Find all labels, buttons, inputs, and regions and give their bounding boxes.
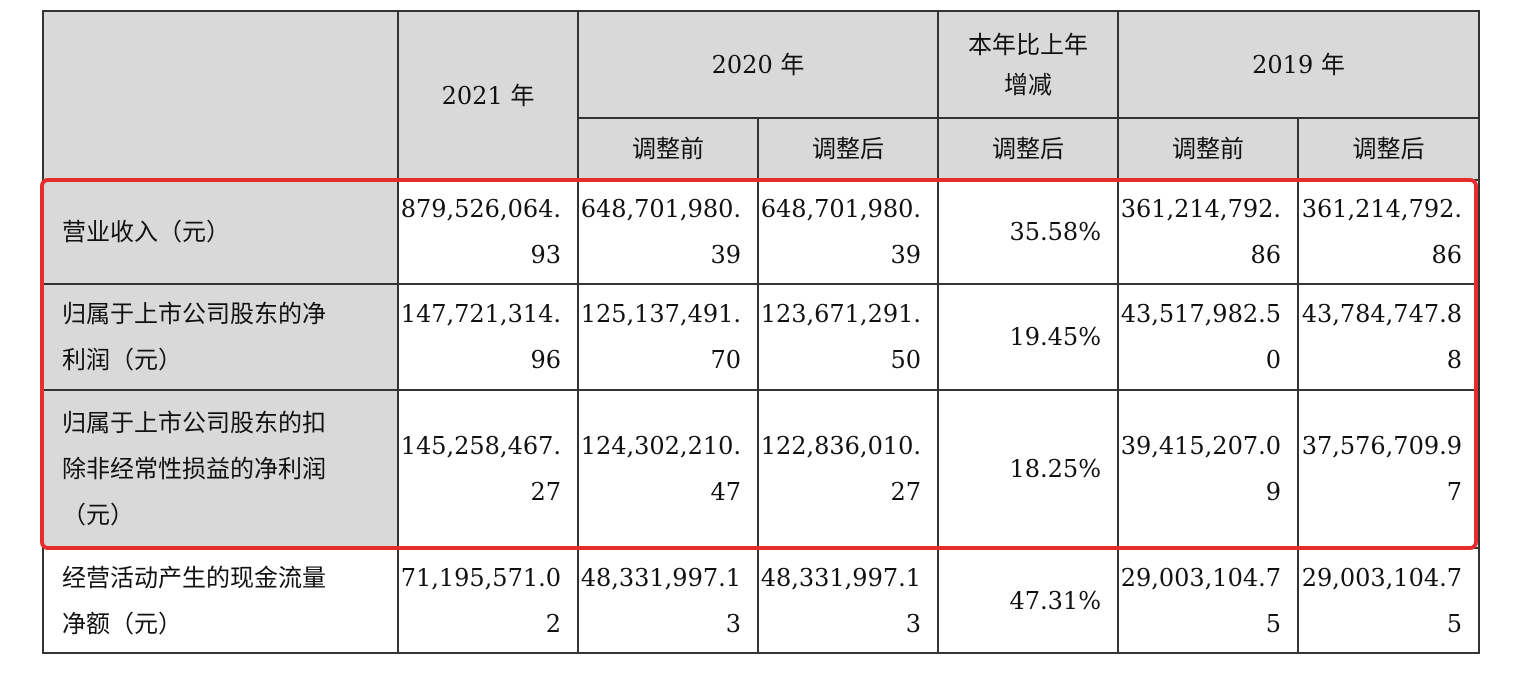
value-2019-after: 29,003,104.75 <box>1297 547 1480 654</box>
row-label: 经营活动产生的现金流量 净额（元） <box>42 547 399 654</box>
value-2019-after: 37,576,709.97 <box>1297 389 1480 549</box>
header-change-line2: 增减 <box>1004 70 1052 99</box>
header-2019-before: 调整前 <box>1117 117 1299 181</box>
row-label: 营业收入（元） <box>42 179 399 285</box>
header-2019: 2019 年 <box>1117 10 1480 119</box>
value-2019-before: 43,517,982.50 <box>1117 283 1299 391</box>
value-2019-before: 361,214,792.86 <box>1117 179 1299 285</box>
value-change: 18.25% <box>937 389 1119 549</box>
value-2019-before: 39,415,207.09 <box>1117 389 1299 549</box>
header-2020: 2020 年 <box>577 10 939 119</box>
header-2019-after: 调整后 <box>1297 117 1480 181</box>
table-row: 归属于上市公司股东的净 利润（元） 147,721,314.96 125,137… <box>42 283 1480 391</box>
row-label: 归属于上市公司股东的扣 除非经常性损益的净利润 （元） <box>42 389 399 549</box>
value-2021: 145,258,467.27 <box>397 389 579 549</box>
value-2020-after: 123,671,291.50 <box>757 283 939 391</box>
value-2020-before: 48,331,997.13 <box>577 547 759 654</box>
value-2019-after: 43,784,747.88 <box>1297 283 1480 391</box>
header-corner-cell <box>42 10 399 181</box>
header-change: 本年比上年 增减 <box>937 10 1119 119</box>
value-change: 47.31% <box>937 547 1119 654</box>
value-2019-before: 29,003,104.75 <box>1117 547 1299 654</box>
value-2020-after: 122,836,010.27 <box>757 389 939 549</box>
table-row: 归属于上市公司股东的扣 除非经常性损益的净利润 （元） 145,258,467.… <box>42 389 1480 549</box>
value-2021: 879,526,064.93 <box>397 179 579 285</box>
table-row: 经营活动产生的现金流量 净额（元） 71,195,571.02 48,331,9… <box>42 547 1480 654</box>
header-change-line1: 本年比上年 <box>968 30 1088 59</box>
value-change: 35.58% <box>937 179 1119 285</box>
value-2021: 147,721,314.96 <box>397 283 579 391</box>
value-2021: 71,195,571.02 <box>397 547 579 654</box>
value-2020-after: 48,331,997.13 <box>757 547 939 654</box>
value-2020-before: 124,302,210.47 <box>577 389 759 549</box>
value-2020-before: 125,137,491.70 <box>577 283 759 391</box>
value-2020-after: 648,701,980.39 <box>757 179 939 285</box>
value-2019-after: 361,214,792.86 <box>1297 179 1480 285</box>
header-2020-before: 调整前 <box>577 117 759 181</box>
table-row: 营业收入（元） 879,526,064.93 648,701,980.39 64… <box>42 179 1480 285</box>
value-change: 19.45% <box>937 283 1119 391</box>
financial-data-table: 2021 年 2020 年 本年比上年 增减 2019 年 调整前 调整后 调整… <box>42 10 1480 654</box>
header-2021: 2021 年 <box>397 10 579 181</box>
header-2020-after: 调整后 <box>757 117 939 181</box>
row-label: 归属于上市公司股东的净 利润（元） <box>42 283 399 391</box>
value-2020-before: 648,701,980.39 <box>577 179 759 285</box>
header-change-after: 调整后 <box>937 117 1119 181</box>
